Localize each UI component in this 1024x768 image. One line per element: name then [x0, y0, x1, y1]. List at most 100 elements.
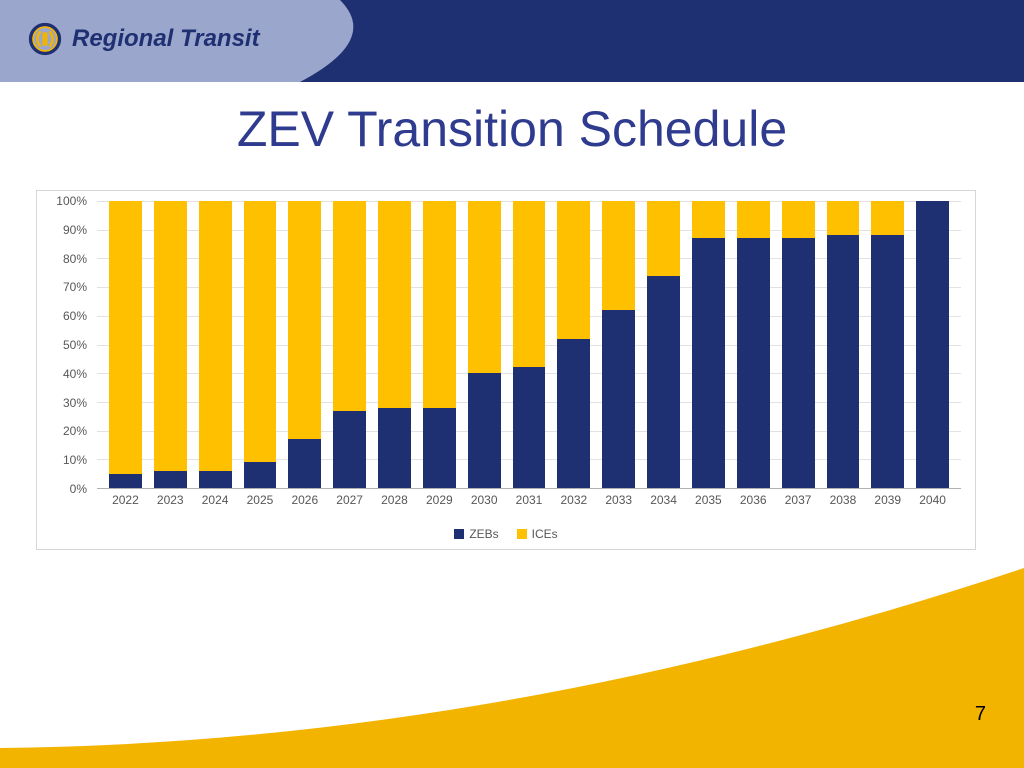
- bar: [692, 201, 725, 488]
- bar-seg-zebs: [602, 310, 635, 488]
- y-tick-label: 10%: [63, 453, 87, 467]
- brand-name: Regional Transit: [72, 25, 260, 53]
- x-tick-label: 2023: [154, 493, 187, 511]
- x-tick-label: 2024: [199, 493, 232, 511]
- bar-seg-ices: [647, 201, 680, 276]
- bar: [244, 201, 277, 488]
- bar-seg-zebs: [244, 462, 277, 488]
- bar-seg-zebs: [557, 339, 590, 488]
- bar: [647, 201, 680, 488]
- x-tick-label: 2032: [557, 493, 590, 511]
- y-tick-label: 40%: [63, 367, 87, 381]
- x-tick-label: 2034: [647, 493, 680, 511]
- y-axis-labels: 0%10%20%30%40%50%60%70%80%90%100%: [37, 201, 93, 489]
- bar: [871, 201, 904, 488]
- bar-seg-ices: [244, 201, 277, 462]
- bar-seg-ices: [513, 201, 546, 367]
- bar: [378, 201, 411, 488]
- y-tick-label: 30%: [63, 396, 87, 410]
- legend-item: ICEs: [517, 527, 558, 541]
- bar-seg-zebs: [333, 411, 366, 488]
- x-tick-label: 2022: [109, 493, 142, 511]
- x-tick-label: 2026: [288, 493, 321, 511]
- bar-seg-ices: [288, 201, 321, 439]
- x-tick-label: 2025: [244, 493, 277, 511]
- y-tick-label: 50%: [63, 338, 87, 352]
- bar: [333, 201, 366, 488]
- header-banner: Regional Transit: [0, 0, 1024, 82]
- bar-seg-ices: [199, 201, 232, 471]
- x-tick-label: 2030: [468, 493, 501, 511]
- bar-seg-zebs: [782, 238, 815, 488]
- bar: [513, 201, 546, 488]
- bar-seg-zebs: [423, 408, 456, 488]
- y-tick-label: 80%: [63, 252, 87, 266]
- legend: ZEBs ICEs: [37, 527, 975, 541]
- bar-seg-ices: [378, 201, 411, 408]
- page-number: 7: [975, 703, 986, 726]
- y-tick-label: 0%: [70, 482, 87, 496]
- bar-seg-ices: [827, 201, 860, 235]
- bar-seg-zebs: [916, 201, 949, 488]
- x-tick-label: 2040: [916, 493, 949, 511]
- bar: [602, 201, 635, 488]
- legend-label: ICEs: [532, 527, 558, 541]
- x-tick-label: 2038: [827, 493, 860, 511]
- bar: [782, 201, 815, 488]
- bar: [423, 201, 456, 488]
- bars-group: [97, 201, 961, 488]
- y-tick-label: 20%: [63, 424, 87, 438]
- bar-seg-zebs: [468, 373, 501, 488]
- x-tick-label: 2036: [737, 493, 770, 511]
- legend-swatch: [517, 529, 527, 539]
- bar-seg-ices: [154, 201, 187, 471]
- bar: [916, 201, 949, 488]
- x-tick-label: 2029: [423, 493, 456, 511]
- bar-seg-zebs: [513, 367, 546, 488]
- x-tick-label: 2031: [513, 493, 546, 511]
- bar: [557, 201, 590, 488]
- bar-seg-ices: [423, 201, 456, 408]
- bar-seg-zebs: [647, 276, 680, 488]
- bar-seg-ices: [871, 201, 904, 235]
- bar: [827, 201, 860, 488]
- bar-seg-zebs: [692, 238, 725, 488]
- footer-swoosh: [0, 548, 1024, 768]
- bar: [109, 201, 142, 488]
- bar: [468, 201, 501, 488]
- bar-seg-ices: [109, 201, 142, 474]
- x-tick-label: 2028: [378, 493, 411, 511]
- bar-seg-zebs: [288, 439, 321, 488]
- y-tick-label: 90%: [63, 223, 87, 237]
- x-tick-label: 2039: [871, 493, 904, 511]
- bar-seg-zebs: [827, 235, 860, 488]
- bar-seg-ices: [557, 201, 590, 339]
- legend-swatch: [454, 529, 464, 539]
- bar-seg-zebs: [154, 471, 187, 488]
- x-tick-label: 2037: [782, 493, 815, 511]
- bar-seg-ices: [782, 201, 815, 238]
- x-tick-label: 2033: [602, 493, 635, 511]
- bar: [737, 201, 770, 488]
- bar-seg-zebs: [737, 238, 770, 488]
- bar-seg-ices: [692, 201, 725, 238]
- bar: [154, 201, 187, 488]
- bar-seg-ices: [468, 201, 501, 373]
- y-tick-label: 70%: [63, 280, 87, 294]
- page-title: ZEV Transition Schedule: [0, 100, 1024, 158]
- x-tick-label: 2027: [333, 493, 366, 511]
- legend-item: ZEBs: [454, 527, 498, 541]
- bar-seg-ices: [737, 201, 770, 238]
- bar-seg-zebs: [109, 474, 142, 488]
- legend-label: ZEBs: [469, 527, 498, 541]
- brand-logo-icon: [28, 22, 62, 56]
- x-axis-labels: 2022 2023 2024 2025 2026 2027 2028 2029 2030 2031…: [97, 493, 961, 511]
- bar: [199, 201, 232, 488]
- chart-container: 0%10%20%30%40%50%60%70%80%90%100% 202220…: [36, 190, 976, 550]
- brand-block: Regional Transit: [28, 22, 260, 56]
- plot-area: [97, 201, 961, 489]
- x-tick-label: 2035: [692, 493, 725, 511]
- bar-seg-ices: [333, 201, 366, 411]
- bar-seg-zebs: [378, 408, 411, 488]
- bar-seg-zebs: [199, 471, 232, 488]
